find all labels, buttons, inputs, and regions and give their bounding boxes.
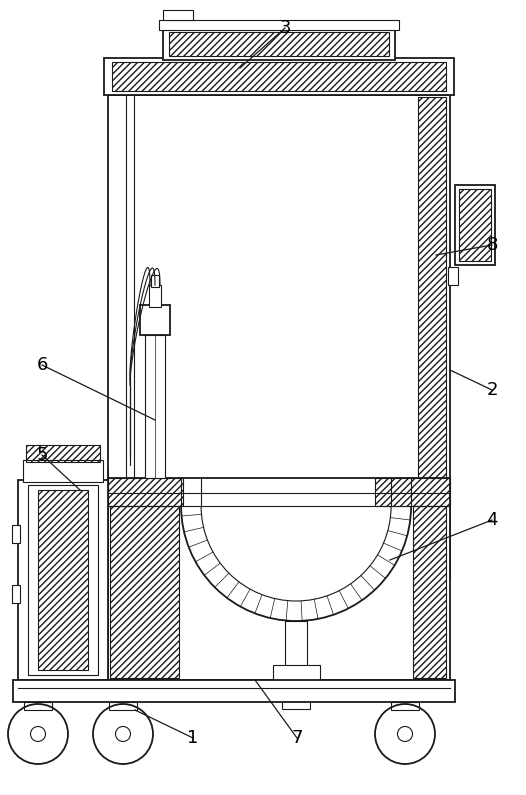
Bar xyxy=(140,305,170,335)
Bar xyxy=(145,335,165,478)
Text: 1: 1 xyxy=(187,729,199,747)
Bar xyxy=(110,506,179,678)
Bar xyxy=(18,480,108,680)
Bar xyxy=(104,58,454,95)
Bar xyxy=(418,97,446,578)
Bar xyxy=(28,485,98,675)
Bar xyxy=(151,275,159,287)
Bar xyxy=(149,285,161,307)
Bar xyxy=(391,702,419,710)
Text: 5: 5 xyxy=(36,446,48,464)
Bar xyxy=(159,20,399,30)
Bar xyxy=(24,702,52,710)
Bar xyxy=(13,680,455,702)
Bar xyxy=(109,702,137,710)
Bar xyxy=(26,445,100,462)
Bar xyxy=(108,95,450,580)
Text: 7: 7 xyxy=(291,729,303,747)
Bar xyxy=(38,490,88,670)
Bar xyxy=(413,506,446,678)
Bar xyxy=(108,478,450,680)
Text: 6: 6 xyxy=(36,356,48,374)
Text: 2: 2 xyxy=(486,381,498,399)
Bar xyxy=(108,478,183,506)
Bar xyxy=(112,62,446,91)
Bar xyxy=(23,460,103,482)
Text: 8: 8 xyxy=(487,236,498,254)
Bar xyxy=(12,585,20,603)
Bar xyxy=(273,665,320,687)
Bar xyxy=(163,10,193,20)
Bar xyxy=(375,478,450,506)
Bar xyxy=(285,621,307,670)
Bar xyxy=(163,28,395,60)
Bar xyxy=(448,267,458,285)
Bar xyxy=(12,525,20,543)
Text: 4: 4 xyxy=(486,511,498,529)
Bar xyxy=(459,189,491,261)
Bar xyxy=(169,32,389,56)
Bar xyxy=(455,185,495,265)
Bar xyxy=(282,687,310,709)
Text: 3: 3 xyxy=(279,19,291,37)
